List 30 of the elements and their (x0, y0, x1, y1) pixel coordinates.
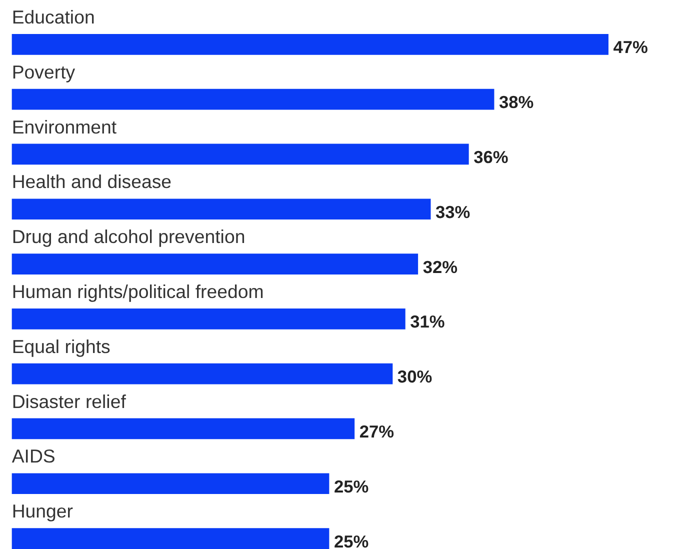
data-label: 25% (334, 531, 369, 549)
y-tick-label: AIDS (12, 446, 56, 467)
y-tick-label: Human rights/political freedom (12, 280, 264, 302)
bar (12, 308, 406, 330)
y-tick-label: Education (12, 6, 95, 28)
bar (12, 473, 330, 494)
data-label: 31% (410, 312, 445, 332)
data-label: 30% (397, 366, 432, 387)
y-tick-label: Disaster relief (12, 390, 127, 412)
bar (12, 34, 608, 55)
bar (12, 88, 494, 110)
y-tick-label: Hunger (12, 500, 74, 522)
bar (12, 418, 355, 440)
data-label: 32% (422, 256, 458, 277)
y-tick-label: Drug and alcohol prevention (12, 226, 246, 248)
y-tick-label: Equal rights (12, 336, 110, 357)
data-label: 36% (474, 146, 508, 167)
y-tick-label: Environment (12, 116, 118, 138)
bar (12, 198, 431, 220)
y-tick-label: Poverty (12, 61, 76, 82)
bar (12, 254, 418, 274)
bar (12, 144, 469, 165)
y-tick-label: Health and disease (12, 171, 172, 192)
data-label: 25% (334, 476, 369, 496)
data-label: 47% (613, 37, 648, 58)
data-label: 27% (359, 421, 394, 442)
data-label: 33% (436, 202, 470, 222)
bar (12, 528, 330, 549)
data-label: 38% (498, 92, 534, 112)
bar (12, 363, 393, 384)
